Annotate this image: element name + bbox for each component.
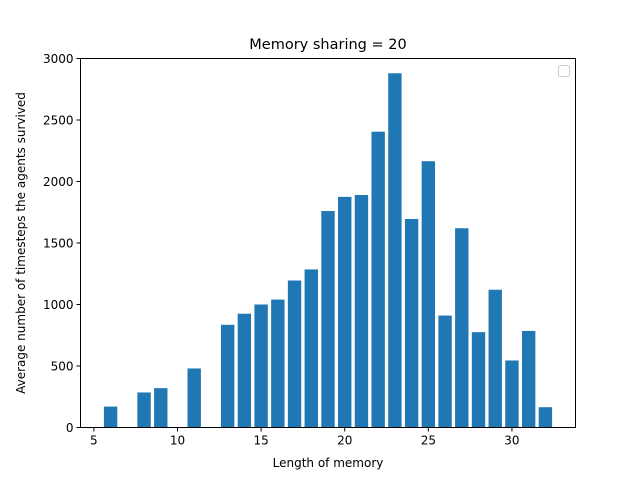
y-tick-label: 2500 — [43, 114, 74, 128]
plot-frame — [80, 58, 576, 428]
bar-15 — [254, 304, 268, 428]
x-axis-ticks: 5 10 15 20 25 30 — [90, 427, 520, 448]
bar-20 — [338, 196, 352, 428]
bar-26 — [438, 315, 452, 428]
bar-8 — [137, 392, 151, 428]
y-tick-label: 1000 — [43, 298, 74, 312]
bars-group — [103, 73, 553, 428]
x-tick-label: 10 — [170, 434, 185, 448]
x-tick-label: 5 — [90, 434, 98, 448]
x-axis-label: Length of memory — [273, 456, 384, 470]
bar-32 — [538, 407, 553, 428]
bar-27 — [455, 228, 469, 428]
x-tick-label: 15 — [253, 434, 268, 448]
chart-title: Memory sharing = 20 — [249, 37, 406, 53]
bar-30 — [505, 360, 519, 428]
bar-24 — [404, 219, 419, 428]
y-axis-label: Average number of timesteps the agents s… — [14, 92, 28, 394]
bar-14 — [237, 313, 252, 428]
bar-29 — [488, 289, 502, 428]
x-tick-label: 25 — [421, 434, 436, 448]
y-tick-label: 3000 — [43, 52, 74, 66]
bar-18 — [304, 269, 318, 428]
x-tick-label: 20 — [337, 434, 352, 448]
bar-16 — [271, 299, 285, 428]
y-tick-label: 1500 — [43, 237, 74, 251]
bar-19 — [321, 211, 335, 428]
bar-21 — [354, 195, 369, 428]
bar-28 — [471, 332, 486, 428]
y-tick-label: 2000 — [43, 175, 74, 189]
bar-6 — [103, 406, 118, 428]
bar-31 — [521, 330, 536, 428]
bar-11 — [187, 368, 201, 428]
bar-25 — [421, 161, 436, 428]
bar-13 — [220, 324, 235, 428]
bar-17 — [287, 280, 302, 428]
x-tick-label: 30 — [504, 434, 519, 448]
y-axis-ticks: 0 500 1000 1500 2000 2500 3000 — [43, 52, 81, 435]
legend-box — [558, 65, 570, 77]
y-tick-label: 500 — [51, 360, 74, 374]
bar-23 — [388, 73, 402, 428]
y-tick-label: 0 — [66, 421, 74, 435]
bar-9 — [154, 388, 168, 428]
bar-22 — [371, 131, 385, 428]
